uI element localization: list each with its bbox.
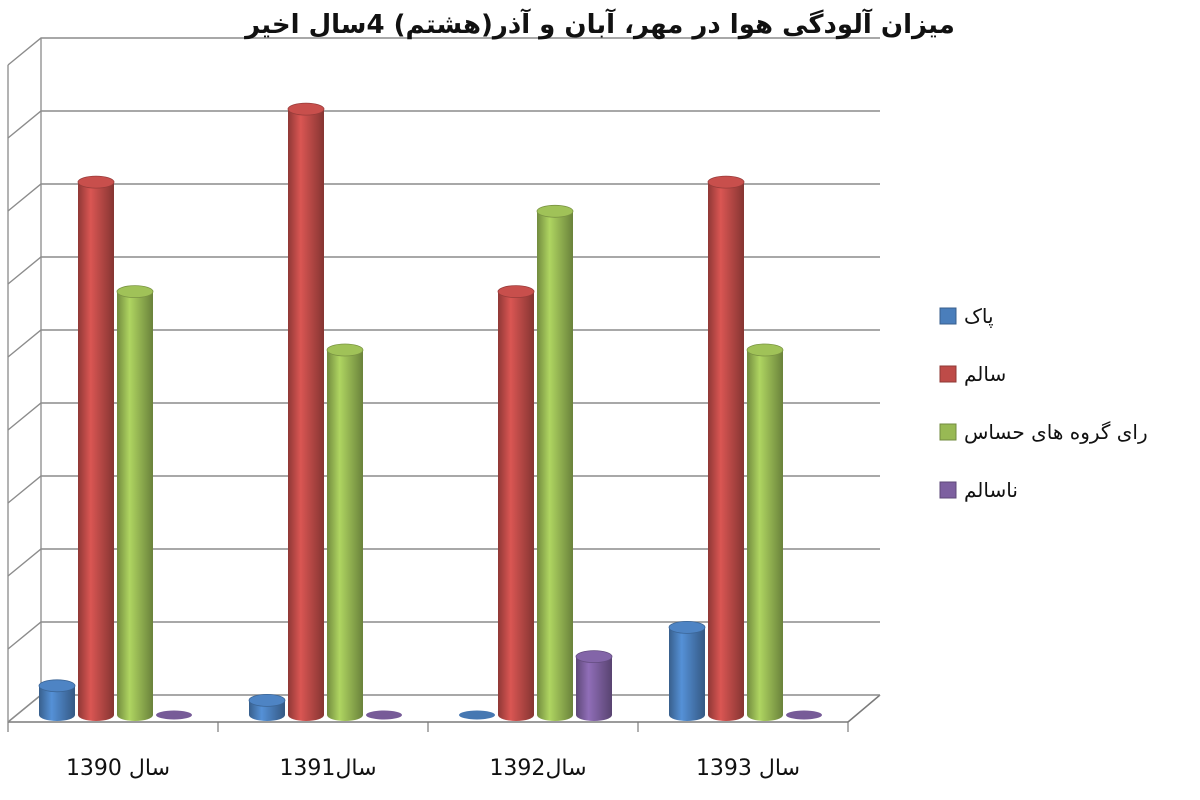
- x-tick-label: سال1391: [279, 756, 376, 781]
- chart-bars: [38, 102, 822, 722]
- bar: [77, 175, 115, 722]
- gridline: [7, 183, 880, 212]
- bar: [536, 204, 574, 722]
- bar: [668, 621, 706, 721]
- bar: [248, 694, 286, 721]
- bar: [287, 102, 325, 722]
- bar: [575, 650, 613, 721]
- gridline: [7, 329, 880, 358]
- gridline: [7, 475, 880, 504]
- gridline: [7, 548, 880, 577]
- bar: [786, 710, 822, 720]
- chart-title: میزان آلودگی هوا در مهر، آبان و آذر(هشتم…: [243, 8, 955, 40]
- legend-label: پاک: [964, 304, 994, 329]
- x-tick-label: سال 1390: [66, 756, 170, 781]
- bar: [497, 285, 535, 721]
- legend-label: ناسالم: [964, 478, 1018, 502]
- legend-label: رای گروه های حساس: [964, 420, 1148, 444]
- bar: [707, 175, 745, 722]
- legend-swatch: [939, 423, 957, 441]
- gridline: [7, 37, 880, 66]
- bar: [116, 285, 154, 721]
- legend: پاک سالم رای گروه های حساس ناسالم: [939, 304, 1148, 502]
- bar: [156, 710, 192, 720]
- bar: [366, 710, 402, 720]
- x-axis-labels: سال 1390 سال1391 سال1392 سال 1393: [66, 756, 800, 781]
- bar: [459, 710, 495, 720]
- bar: [746, 343, 784, 721]
- x-tick-label: سال 1393: [696, 756, 800, 781]
- bar: [326, 343, 364, 721]
- legend-label: سالم: [964, 362, 1006, 386]
- gridline: [7, 110, 880, 139]
- gridline: [7, 621, 880, 650]
- legend-swatch: [939, 481, 957, 499]
- gridline: [7, 256, 880, 285]
- bar: [38, 679, 76, 721]
- legend-swatch: [939, 365, 957, 383]
- legend-swatch: [939, 307, 957, 325]
- gridline: [7, 402, 880, 431]
- x-tick-label: سال1392: [489, 756, 586, 781]
